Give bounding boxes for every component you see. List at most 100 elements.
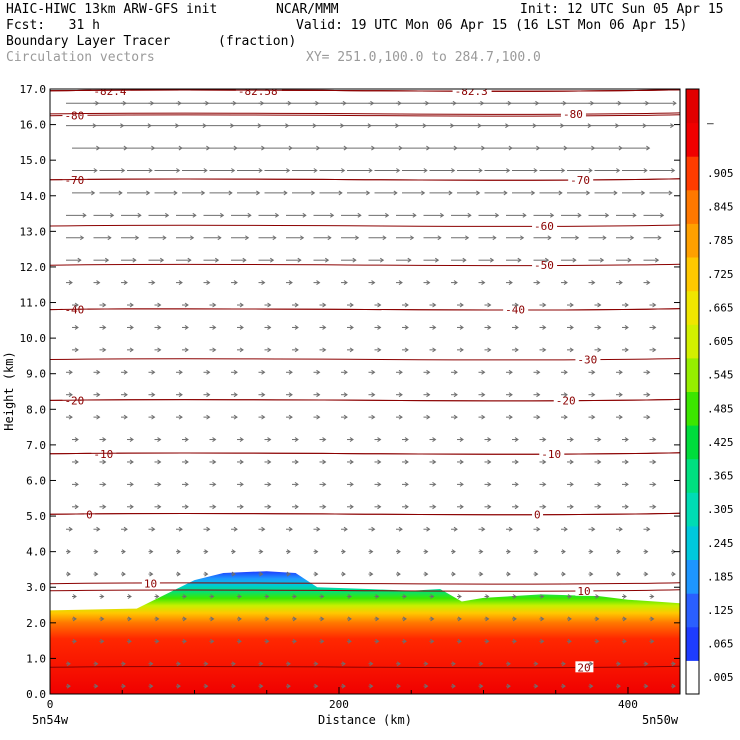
colorbar-swatch	[686, 525, 699, 560]
colorbar-swatch	[686, 357, 699, 392]
circulation-vector	[484, 616, 490, 622]
circulation-vector	[539, 302, 547, 308]
circulation-vector	[616, 571, 621, 577]
circulation-vector	[484, 168, 511, 173]
circulation-vector	[423, 257, 440, 263]
circulation-vector	[622, 616, 627, 622]
x-tick-label: 400	[618, 698, 638, 711]
circulation-vector	[264, 638, 270, 644]
circulation-vector	[423, 661, 429, 667]
circulation-vector	[121, 526, 128, 532]
circulation-vector	[594, 638, 600, 644]
circulation-vector	[231, 212, 252, 218]
colorbar-label: .245	[707, 537, 734, 550]
circulation-vector	[594, 459, 602, 465]
circulation-vector	[478, 661, 484, 667]
circulation-vector	[258, 414, 266, 420]
circulation-vector	[258, 212, 280, 218]
circulation-vector	[616, 369, 623, 375]
circulation-vector	[292, 168, 318, 173]
circulation-vector	[588, 549, 594, 555]
circulation-vector	[539, 638, 545, 644]
circulation-vector	[99, 638, 105, 644]
circulation-vector	[93, 257, 110, 263]
circulation-vector	[429, 325, 437, 330]
circulation-vector	[286, 549, 291, 555]
circulation-vector	[148, 683, 154, 689]
circulation-vector	[341, 392, 348, 398]
circulation-vector	[154, 504, 162, 510]
circulation-vector	[203, 526, 211, 532]
circulation-vector	[451, 369, 458, 375]
circulation-vector	[671, 683, 676, 689]
circulation-vector	[567, 594, 572, 599]
circulation-vector	[429, 302, 437, 308]
circulation-vector	[209, 168, 236, 173]
colorbar-label: .545	[707, 369, 734, 382]
circulation-vector	[182, 168, 208, 173]
circulation-vector	[588, 683, 594, 689]
circulation-vector	[154, 302, 162, 308]
circulation-vector	[319, 437, 327, 442]
circulation-vector	[203, 571, 209, 577]
y-tick-label: 17.0	[20, 83, 47, 96]
contour-label-bg	[568, 173, 594, 185]
circulation-vector	[478, 683, 484, 689]
init-time: Init: 12 UTC Sun 05 Apr 15	[520, 2, 724, 17]
circulation-vector	[121, 414, 128, 420]
circulation-vector	[512, 325, 519, 330]
circulation-vector	[121, 571, 126, 577]
circulation-vector	[423, 526, 431, 532]
org-label: NCAR/MMM	[276, 2, 339, 17]
circulation-vector	[622, 190, 646, 196]
colorbar-swatch	[686, 391, 699, 426]
circulation-vector	[402, 481, 409, 487]
contour-label-bg	[235, 89, 282, 96]
circulation-vector	[478, 280, 486, 286]
circulation-vector	[154, 481, 162, 487]
temperature-contour	[50, 263, 680, 267]
circulation-vector	[588, 526, 596, 532]
contour-label-bg	[575, 584, 594, 596]
circulation-vector	[451, 257, 467, 263]
circulation-vector	[423, 414, 431, 420]
circulation-vector	[643, 123, 675, 129]
circulation-vector	[512, 168, 538, 173]
circulation-vector	[341, 661, 346, 667]
circulation-vector	[93, 280, 101, 286]
circulation-vector	[347, 437, 354, 442]
temperature-contour	[50, 308, 680, 311]
circulation-vector	[649, 481, 657, 487]
circulation-vector	[203, 414, 211, 420]
circulation-vector	[478, 414, 486, 420]
circulation-vector	[203, 123, 235, 129]
circulation-vector	[506, 392, 513, 398]
circulation-vector	[616, 683, 621, 689]
contour-label: 10	[577, 585, 590, 598]
circulation-vector	[319, 145, 348, 151]
circulation-vector	[286, 369, 293, 375]
circulation-vector	[209, 145, 238, 151]
circulation-vector	[148, 123, 180, 129]
circulation-vector	[594, 302, 602, 308]
circulation-vector	[539, 594, 545, 599]
circulation-vector	[594, 616, 600, 622]
circulation-vector	[93, 414, 101, 420]
circulation-vector	[237, 168, 263, 173]
circulation-vector	[292, 459, 299, 465]
circulation-vector	[478, 392, 486, 398]
circulation-vector	[286, 661, 291, 667]
circulation-vector	[616, 549, 621, 555]
circulation-vector	[374, 190, 398, 196]
circulation-vector	[313, 212, 335, 218]
colorbar-label: .785	[707, 234, 734, 247]
circulation-vector	[512, 459, 519, 465]
colorbar-swatch	[686, 425, 699, 460]
circulation-vector	[567, 347, 574, 353]
colorbar-label: .065	[707, 638, 734, 651]
circulation-vector	[154, 168, 181, 173]
circulation-vector	[99, 594, 105, 599]
circulation-vector	[533, 369, 541, 375]
circulation-vector	[72, 145, 101, 151]
